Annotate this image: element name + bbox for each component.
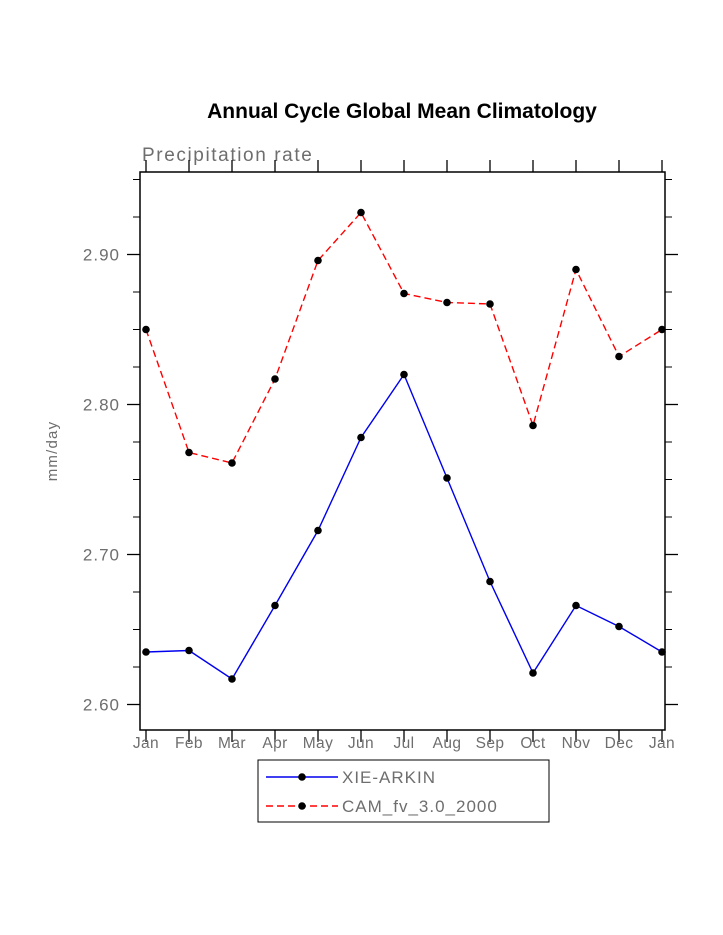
x-tick-label: Nov — [562, 735, 591, 752]
data-point — [486, 577, 494, 586]
data-point — [615, 622, 623, 631]
y-tick-label: 2.70 — [83, 546, 120, 565]
data-point — [572, 265, 580, 274]
x-tick-label: Mar — [218, 735, 246, 752]
data-point — [529, 669, 537, 677]
series-line-xie-arkin — [145, 373, 663, 680]
x-tick-label: Dec — [605, 735, 634, 752]
data-point — [443, 474, 451, 482]
data-point — [658, 648, 666, 656]
data-point — [615, 352, 623, 361]
x-tick-label: Jan — [133, 735, 159, 752]
data-point — [314, 256, 322, 265]
x-tick-label: May — [303, 735, 333, 752]
data-point — [443, 298, 451, 307]
data-point — [486, 300, 494, 308]
chart-subtitle: Precipitation rate — [142, 145, 313, 166]
data-point — [357, 208, 365, 217]
y-axis-label: mm/day — [44, 421, 61, 482]
data-point — [529, 421, 537, 430]
x-tick-label: Jun — [348, 735, 374, 752]
data-point — [228, 675, 236, 683]
data-point — [658, 325, 666, 334]
y-tick-label: 2.90 — [83, 246, 120, 265]
legend-sample-marker — [298, 802, 306, 810]
data-point — [357, 433, 365, 442]
series-line-cam-fv-3-0-2000 — [145, 211, 663, 464]
y-tick-label: 2.60 — [83, 696, 120, 715]
data-point — [400, 370, 408, 379]
x-tick-label: Apr — [262, 735, 287, 752]
chart-title: Annual Cycle Global Mean Climatology — [207, 100, 597, 123]
data-point — [142, 648, 150, 656]
data-point — [271, 375, 279, 383]
x-tick-label: Feb — [175, 735, 203, 752]
plot-frame — [139, 171, 666, 731]
x-tick-label: Sep — [476, 735, 505, 752]
x-tick-label: Jan — [649, 735, 675, 752]
data-point — [142, 325, 150, 334]
y-tick-label: 2.80 — [83, 396, 120, 415]
x-tick-label: Aug — [433, 735, 462, 752]
legend-item-label: XIE-ARKIN — [342, 768, 436, 787]
data-point — [314, 526, 322, 535]
legend-sample-marker — [298, 773, 306, 781]
legend: XIE-ARKIN CAM_fv_3.0_2000 — [257, 759, 550, 823]
legend-box — [257, 759, 550, 823]
data-point — [271, 601, 279, 610]
data-point — [400, 289, 408, 298]
legend-item-label: CAM_fv_3.0_2000 — [342, 797, 498, 816]
x-tick-label: Oct — [520, 735, 546, 752]
plot-area: 2.60 2.70 2.80 2.90 Jan Feb Mar Apr May Jun Jul Aug… — [83, 160, 678, 752]
x-tick-label: Jul — [393, 735, 414, 752]
data-point — [185, 646, 193, 655]
data-point — [572, 601, 580, 610]
data-point — [228, 459, 236, 467]
data-point — [185, 448, 193, 457]
